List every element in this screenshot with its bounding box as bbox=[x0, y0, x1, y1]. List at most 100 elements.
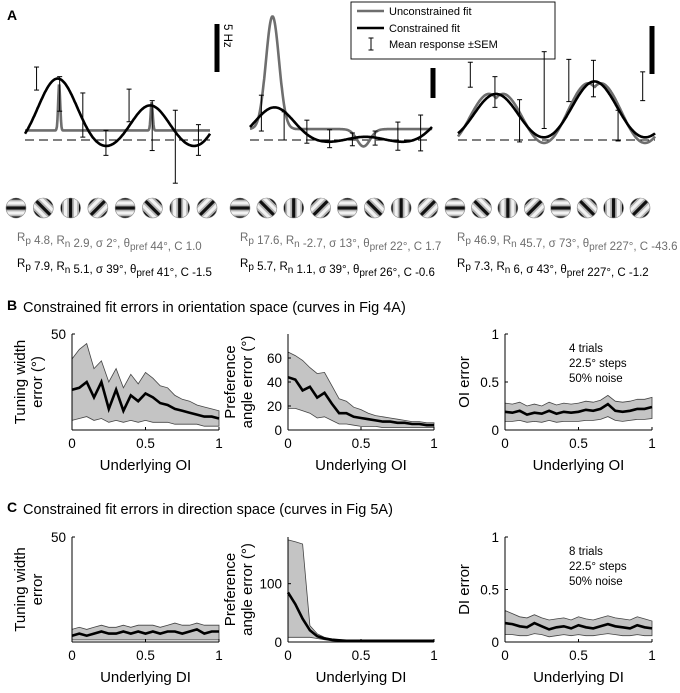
grating-270-icon bbox=[390, 197, 412, 219]
y-tick-label: 20 bbox=[267, 399, 282, 414]
mean-errorbar bbox=[304, 119, 310, 144]
plot-c-di-error: 0 0.5 1 0 0.5 1 Underlying DI DI error 8 trials 2… bbox=[456, 530, 656, 686]
panel-label-b: B bbox=[7, 297, 17, 313]
x-tick-label: 0.5 bbox=[352, 436, 371, 451]
error-band bbox=[504, 609, 653, 638]
x-tick-label: 0.5 bbox=[136, 648, 155, 663]
mean-errorbar bbox=[34, 66, 40, 91]
annotation-text: 22.5° steps bbox=[569, 358, 627, 370]
grating-180-icon bbox=[337, 197, 358, 219]
y-axis-label: angle error (°) bbox=[239, 336, 256, 429]
x-tick-label: 0.5 bbox=[352, 648, 371, 663]
unconstrained-fit-line bbox=[456, 82, 657, 145]
median-error-line bbox=[504, 621, 653, 631]
tuning-curve-plot-2 bbox=[249, 15, 433, 152]
mean-errorbar bbox=[80, 92, 86, 138]
unconstrained-fit-line bbox=[25, 84, 210, 132]
y-tick-label: 40 bbox=[267, 375, 282, 390]
grating-90-icon bbox=[497, 197, 519, 219]
y-axis-label: Tuning width bbox=[12, 340, 29, 425]
y-axis-label: OI error bbox=[456, 356, 473, 408]
y-tick-label: 0 bbox=[491, 635, 499, 650]
y-tick-label: 1 bbox=[491, 327, 499, 342]
y-axis-label: error (°) bbox=[29, 356, 46, 408]
median-error-line bbox=[287, 375, 434, 427]
mean-errorbar bbox=[258, 94, 264, 132]
x-axis-label: Underlying OI bbox=[100, 457, 192, 474]
legend-label-constrained: Constrained fit bbox=[389, 23, 460, 35]
x-axis-label: Underlying DI bbox=[316, 669, 407, 686]
error-band bbox=[71, 622, 220, 641]
x-tick-label: 1 bbox=[648, 436, 656, 451]
annotation-text: 22.5° steps bbox=[569, 561, 627, 573]
mean-errorbar bbox=[541, 51, 547, 129]
median-error-line bbox=[504, 402, 653, 416]
x-axis-label: Underlying DI bbox=[100, 669, 191, 686]
x-tick-label: 0.5 bbox=[136, 436, 155, 451]
mean-errorbar bbox=[395, 121, 401, 151]
grating-225-icon bbox=[138, 193, 167, 223]
annotation-text: 4 trials bbox=[569, 343, 603, 355]
y-tick-label: 0 bbox=[274, 423, 282, 438]
annotation-text: 8 trials bbox=[569, 546, 603, 558]
plot-b-oi-error: 0 0.5 1 0 0.5 1 Underlying OI OI error 4 trials 2… bbox=[456, 327, 656, 474]
stimulus-icon-row-3 bbox=[444, 193, 655, 223]
error-band bbox=[504, 394, 653, 423]
y-axis-label: Preference bbox=[222, 553, 239, 626]
mean-errorbar bbox=[467, 61, 473, 88]
mean-errorbar bbox=[517, 99, 523, 143]
section-title-c: Constrained fit errors in direction spac… bbox=[23, 502, 393, 518]
grating-270-icon bbox=[603, 197, 624, 219]
y-tick-label: 1 bbox=[491, 530, 499, 545]
grating-90-icon bbox=[60, 197, 81, 219]
x-tick-label: 1 bbox=[430, 436, 438, 451]
mean-errorbar bbox=[126, 88, 132, 123]
mean-errorbar bbox=[281, 111, 287, 141]
grating-180-icon bbox=[114, 197, 136, 219]
x-tick-label: 1 bbox=[648, 648, 656, 663]
params-constrained-3: Rp 7.3, Rn 6, σ 43°, θpref 227°, C -1.2 bbox=[457, 258, 649, 279]
median-error-line bbox=[71, 378, 220, 420]
constrained-fit-line bbox=[249, 106, 433, 144]
scale-bar-label: 5 Hz bbox=[221, 24, 233, 48]
y-tick-label: 0 bbox=[491, 423, 499, 438]
mean-errorbar bbox=[103, 129, 109, 156]
x-tick-label: 0 bbox=[68, 648, 76, 663]
panel-label-c: C bbox=[7, 499, 17, 515]
x-tick-label: 1 bbox=[430, 648, 438, 663]
y-axis-label: Tuning width bbox=[12, 547, 29, 632]
x-axis-label: Underlying OI bbox=[315, 457, 407, 474]
tuning-curve-plot-3 bbox=[456, 51, 657, 145]
params-unconstrained-1: Rp 4.8, Rn 2.9, σ 2°, θpref 44°, C 1.0 bbox=[17, 232, 202, 253]
y-axis-label: error bbox=[29, 574, 46, 606]
params-unconstrained-3: Rp 46.9, Rn 45.7, σ 73°, θpref 227°, C -… bbox=[457, 232, 677, 253]
y-tick-label: 100 bbox=[259, 577, 282, 592]
mean-errorbar bbox=[172, 109, 178, 184]
legend-swatch-errorbar bbox=[368, 37, 374, 51]
y-tick-label: 0 bbox=[274, 635, 282, 650]
legend-frame bbox=[350, 1, 556, 60]
stimulus-icon-row-2 bbox=[229, 193, 443, 223]
grating-315-icon bbox=[192, 193, 222, 223]
x-tick-label: 1 bbox=[215, 436, 223, 451]
mean-errorbar bbox=[372, 130, 378, 146]
section-title-b: Constrained fit errors in orientation sp… bbox=[23, 300, 406, 316]
x-tick-label: 0 bbox=[501, 648, 509, 663]
x-axis-label: Underlying DI bbox=[533, 669, 624, 686]
y-axis-label: DI error bbox=[456, 564, 473, 615]
y-tick-label: 0.5 bbox=[480, 375, 499, 390]
grating-45-icon bbox=[29, 193, 58, 223]
mean-errorbar bbox=[566, 58, 572, 103]
params-unconstrained-2: Rp 17.6, Rn -2.7, σ 13°, θpref 22°, C 1.… bbox=[240, 232, 441, 253]
x-axis-label: Underlying OI bbox=[533, 457, 625, 474]
grating-90-icon bbox=[283, 197, 305, 219]
annotation-text: 50% noise bbox=[569, 576, 623, 588]
error-band bbox=[287, 539, 435, 642]
panel-label-a: A bbox=[7, 7, 17, 23]
x-tick-label: 1 bbox=[215, 648, 223, 663]
mean-errorbar bbox=[149, 100, 155, 152]
mean-errorbar bbox=[615, 109, 621, 142]
mean-errorbar bbox=[349, 132, 355, 147]
mean-errorbar bbox=[640, 71, 646, 102]
grating-180-icon bbox=[550, 197, 572, 219]
